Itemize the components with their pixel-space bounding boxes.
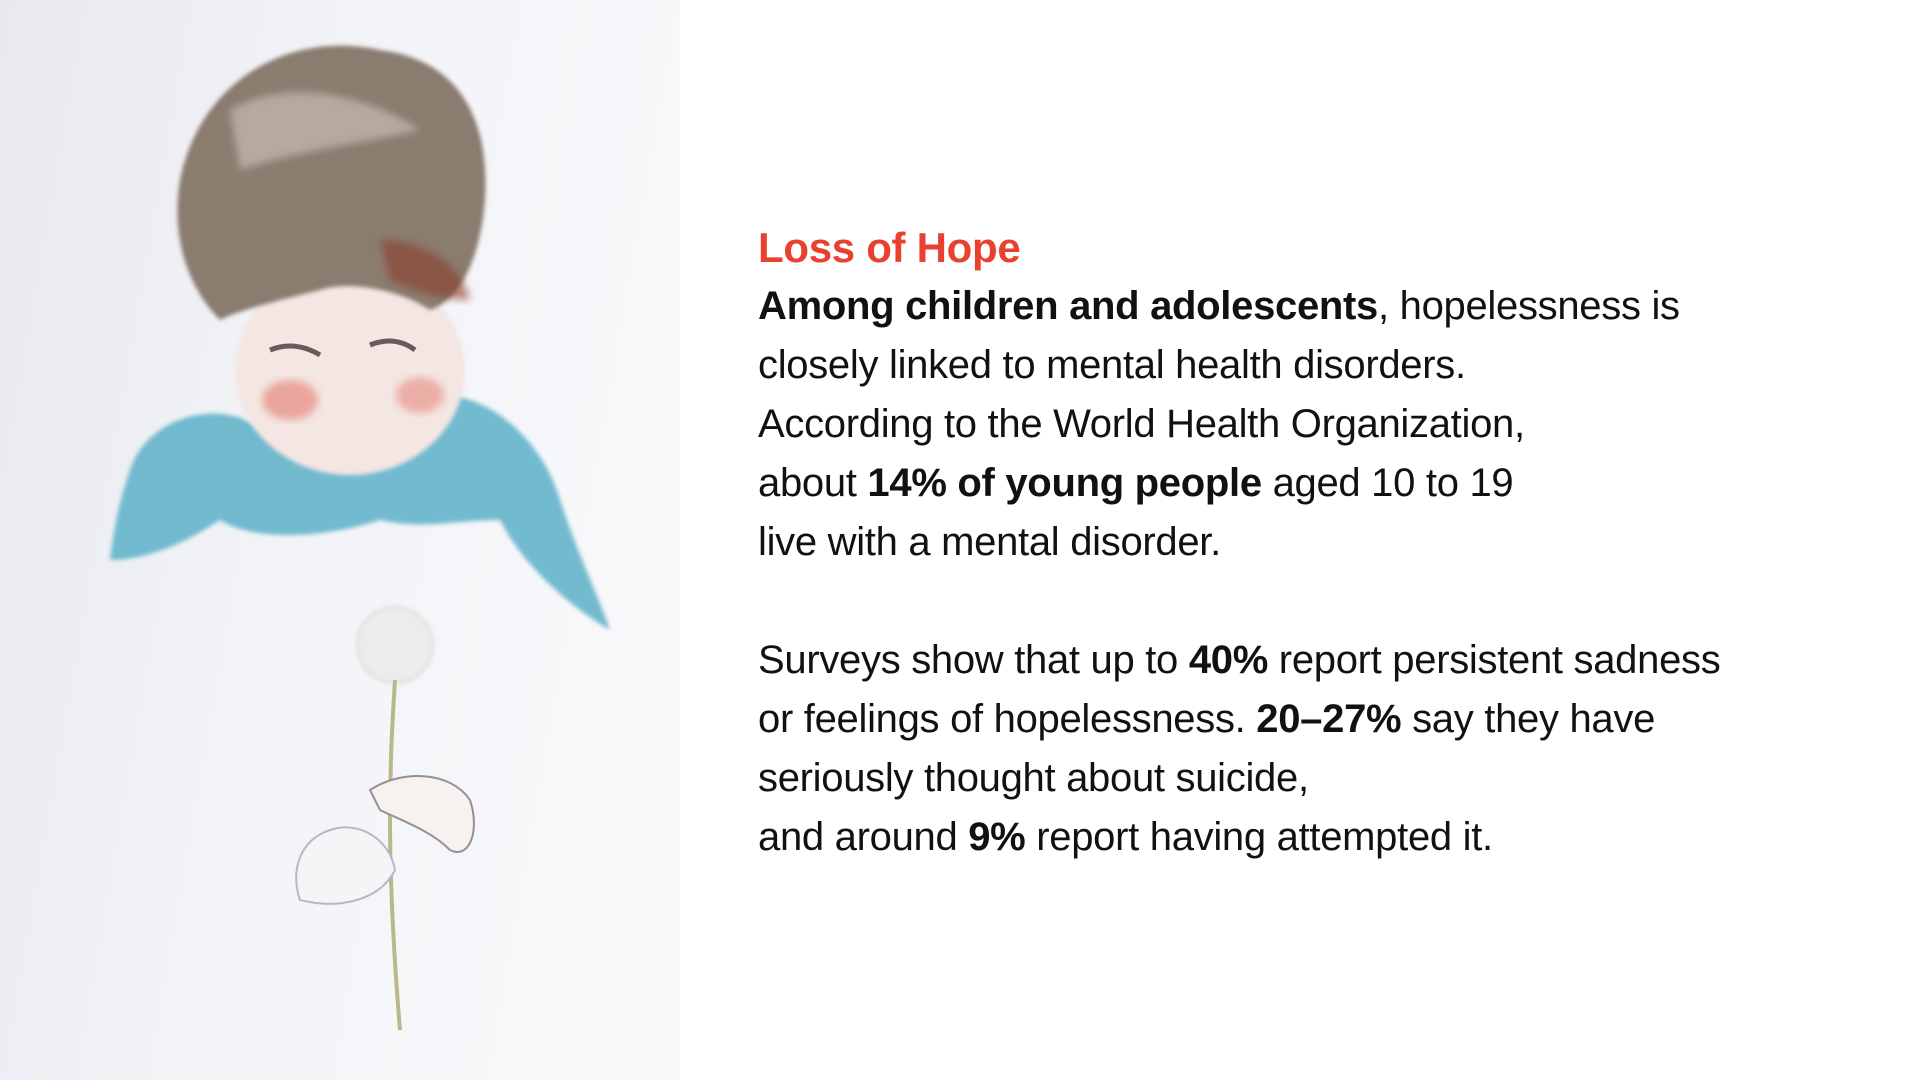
scarf — [110, 395, 610, 630]
dandelion — [356, 606, 434, 684]
child-figure — [110, 45, 610, 1031]
emphasis: 20–27% — [1256, 697, 1402, 741]
text: report persistent sadness — [1267, 638, 1721, 682]
text: about — [758, 461, 868, 505]
text: aged 10 to 19 — [1261, 461, 1514, 505]
text: or feelings of hopelessness. — [758, 697, 1257, 741]
text: According to the World Health Organizati… — [758, 402, 1525, 446]
emphasis: 40% — [1188, 638, 1268, 682]
section-title: Loss of Hope — [758, 224, 1021, 271]
paragraph-who: Among children and adolescents, hopeless… — [758, 277, 1898, 572]
text: seriously thought about suicide, — [758, 756, 1309, 800]
hand — [368, 775, 475, 853]
face — [235, 265, 465, 475]
text: live with a mental disorder. — [758, 520, 1221, 564]
watercolor-illustration — [0, 0, 680, 1080]
dandelion-stem — [388, 679, 402, 1031]
text: Surveys show that up to — [758, 638, 1189, 682]
text: closely linked to mental health disorder… — [758, 343, 1466, 387]
emphasis: Among children and adolescents — [758, 284, 1379, 328]
text: say they have — [1401, 697, 1656, 741]
content-block: Loss of Hope Among children and adolesce… — [758, 218, 1898, 867]
emphasis: 9% — [968, 815, 1026, 859]
text: report having attempted it. — [1025, 815, 1493, 859]
text: , hopelessness is — [1378, 284, 1680, 328]
paragraph-surveys: Surveys show that up to 40% report persi… — [758, 631, 1898, 867]
text: and around — [758, 815, 969, 859]
emphasis: 14% of young people — [867, 461, 1262, 505]
